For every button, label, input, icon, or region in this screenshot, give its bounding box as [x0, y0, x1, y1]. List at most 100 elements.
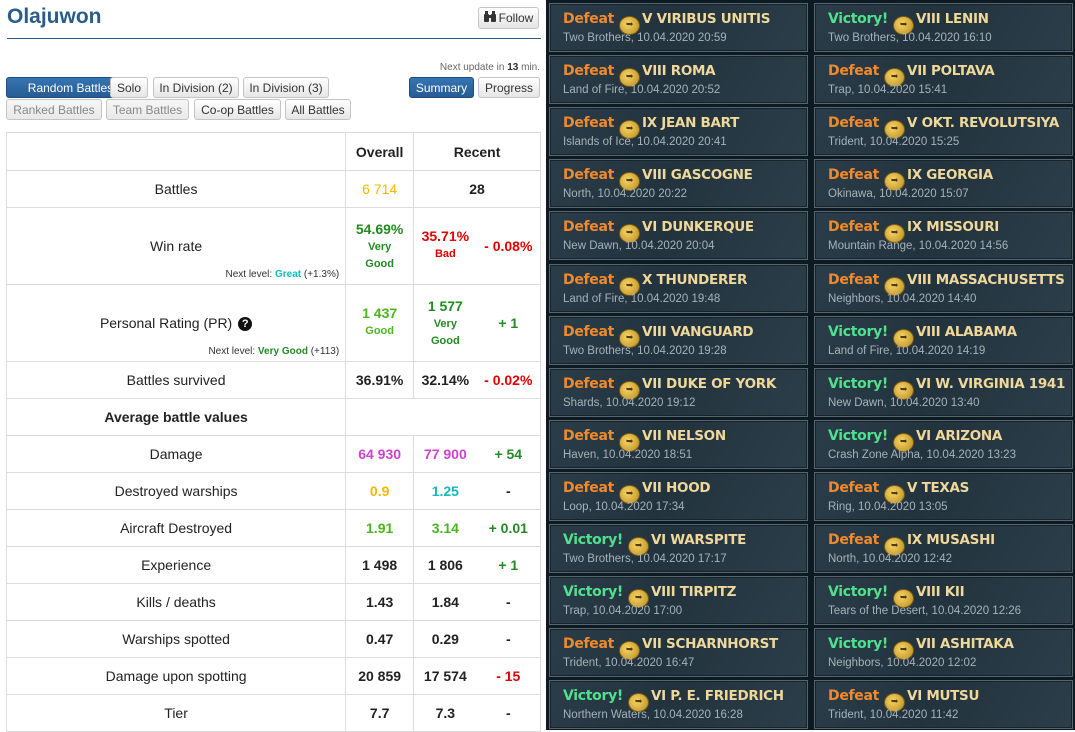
battle-card[interactable]: Defeat ➥ VII HOOD Loop, 10.04.2020 17:34	[549, 471, 808, 521]
battle-card[interactable]: Defeat ➥ VI MUTSU Trident, 10.04.2020 11:42	[814, 680, 1073, 730]
battle-card[interactable]: Defeat ➥ VII POLTAVA Trap, 10.04.2020 15:41	[814, 55, 1073, 105]
destroyed-diff: -	[476, 472, 541, 510]
ship-name: IX MUSASHI	[907, 532, 995, 548]
battle-result: Defeat	[828, 532, 880, 548]
battle-result-line: Defeat ➥ VI MUTSU	[828, 688, 979, 713]
battle-details: Neighbors, 10.04.2020 12:02	[828, 657, 977, 670]
battle-card[interactable]: Victory! ➥ VIII ALABAMA Land of Fire, 10.04…	[814, 315, 1073, 365]
damage-overall: 64 930	[345, 435, 415, 473]
tab-solo[interactable]: Solo	[110, 77, 148, 98]
pr-overall-quality: Good	[365, 325, 394, 337]
battle-details: New Dawn, 10.04.2020 20:04	[563, 240, 715, 253]
tab-progress[interactable]: Progress	[478, 77, 540, 98]
ship-class-emblem-icon: ➥	[884, 224, 906, 244]
battle-result: Victory!	[828, 584, 889, 601]
battle-details: Two Brothers, 10.04.2020 16:10	[828, 32, 992, 44]
battle-card[interactable]: Defeat ➥ IX JEAN BART Islands of Ice, 10.04…	[549, 107, 808, 157]
row-label: Win rate	[150, 238, 203, 254]
tab-all-battles[interactable]: All Battles	[285, 99, 351, 120]
ship-name: VIII ALABAMA	[916, 323, 1017, 340]
battle-result: Defeat	[828, 271, 880, 288]
battle-card[interactable]: Victory! ➥ VIII LENIN Two Brothers, 10.04.2…	[814, 3, 1073, 52]
battle-result-line: Victory! ➥ VI ARIZONA	[828, 428, 1002, 452]
battle-card[interactable]: Defeat ➥ V TEXAS Ring, 10.04.2020 13:05	[814, 471, 1073, 521]
tab-coop-battles[interactable]: Co-op Battles	[194, 99, 281, 120]
battle-card[interactable]: Defeat ➥ VIII MASSACHUSETTS Neighbors, 10.0…	[814, 263, 1073, 313]
ship-name: V VIRIBUS UNITIS	[642, 11, 771, 27]
tier-diff: -	[476, 694, 541, 732]
battle-card[interactable]: Defeat ➥ V OKT. REVOLUTSIYA Trident, 10.04.…	[814, 107, 1073, 157]
battle-card[interactable]: Victory! ➥ VI ARIZONA Crash Zone Alpha, 10.…	[814, 419, 1073, 469]
follow-button[interactable]: Follow	[478, 7, 539, 29]
battle-details: Loop, 10.04.2020 17:34	[563, 500, 685, 513]
pr-recent-quality-1: Very	[433, 318, 457, 330]
experience-recent: 1 806	[413, 546, 477, 584]
table-row: Tier 7.7 7.3 -	[5, 694, 541, 732]
battle-result-line: Defeat ➥ VIII VANGUARD	[563, 324, 754, 348]
battle-result: Defeat	[563, 115, 615, 132]
battle-card[interactable]: Victory! ➥ VIII KII Tears of the Desert, 10…	[814, 576, 1073, 626]
battle-result: Victory!	[828, 427, 889, 444]
battle-result-line: Defeat ➥ VII POLTAVA	[828, 63, 995, 88]
battle-card[interactable]: Victory! ➥ VI W. VIRGINIA 1941 New Dawn, 10…	[814, 367, 1073, 417]
battle-card[interactable]: Victory! ➥ VI P. E. FRIEDRICH Northern Wate…	[549, 680, 808, 730]
battle-card[interactable]: Defeat ➥ IX MISSOURI Mountain Range, 10.04.…	[814, 211, 1073, 261]
tab-team-battles[interactable]: Team Battles	[106, 99, 189, 120]
battle-result: Defeat	[828, 115, 880, 132]
row-label: Damage upon spotting	[5, 657, 347, 695]
row-label: Damage	[5, 435, 347, 473]
battle-result-line: Victory! ➥ VIII LENIN	[828, 11, 989, 35]
spotted-diff: -	[476, 620, 541, 658]
battle-result-line: Victory! ➥ VI P. E. FRIEDRICH	[563, 688, 784, 713]
ship-class-emblem-icon: ➥	[619, 68, 641, 88]
ship-class-emblem-icon: ➥	[884, 120, 906, 140]
table-row: Win rate Next level: Great (+1.3%) 54.69…	[5, 207, 541, 285]
battle-result-line: Victory! ➥ VIII TIRPITZ	[563, 584, 736, 609]
battle-result-line: Victory! ➥ VIII ALABAMA	[828, 324, 1017, 348]
row-label: Battles survived	[5, 361, 347, 399]
battle-card[interactable]: Defeat ➥ VIII VANGUARD Two Brothers, 10.04.…	[549, 315, 808, 365]
battle-card[interactable]: Defeat ➥ IX GEORGIA Okinawa, 10.04.2020 15:…	[814, 159, 1073, 209]
battle-card[interactable]: Defeat ➥ VII NELSON Haven, 10.04.2020 18:51	[549, 419, 808, 469]
battle-card[interactable]: Defeat ➥ V VIRIBUS UNITIS Two Brothers, 10.…	[549, 3, 808, 52]
pr-overall: 1 437	[362, 305, 398, 321]
help-icon[interactable]: ?	[238, 317, 253, 331]
ship-name: VIII GASCOGNE	[642, 167, 753, 184]
ship-name: V TEXAS	[907, 479, 970, 496]
battle-card[interactable]: Victory! ➥ VII ASHITAKA Neighbors, 10.04.20…	[814, 628, 1073, 678]
tab-random-battles[interactable]: Random Battles	[6, 77, 135, 98]
table-row: Warships spotted 0.47 0.29 -	[5, 620, 541, 658]
battle-result: Victory!	[828, 636, 889, 653]
battle-card[interactable]: Defeat ➥ VIII ROMA Land of Fire, 10.04.2020…	[549, 55, 808, 105]
battle-card[interactable]: Victory! ➥ VI WARSPITE Two Brothers, 10.04.…	[549, 524, 808, 573]
battle-result: Defeat	[563, 11, 615, 27]
tab-division-3[interactable]: In Division (3)	[243, 77, 329, 98]
battle-result-line: Victory! ➥ VIII KII	[828, 584, 965, 609]
battle-result: Victory!	[828, 323, 889, 340]
spotted-overall: 0.47	[345, 620, 415, 658]
battle-card[interactable]: Victory! ➥ VIII TIRPITZ Trap, 10.04.2020 17…	[549, 576, 808, 626]
table-row: Aircraft Destroyed 1.91 3.14 + 0.01	[5, 509, 541, 547]
battle-result-line: Defeat ➥ VIII MASSACHUSETTS	[828, 272, 1065, 296]
ship-name: VII ASHITAKA	[916, 636, 1014, 653]
battle-card[interactable]: Defeat ➥ VIII GASCOGNE North, 10.04.2020 20…	[549, 159, 808, 209]
survived-diff: - 0.02%	[476, 361, 541, 399]
ship-name: VI W. VIRGINIA 1941	[916, 375, 1066, 392]
destroyed-overall: 0.9	[345, 472, 415, 510]
battle-card[interactable]: Defeat ➥ VII DUKE OF YORK Shards, 10.04.202…	[549, 367, 808, 417]
ship-class-emblem-icon: ➥	[893, 16, 915, 35]
battle-details: Crash Zone Alpha, 10.04.2020 13:23	[828, 448, 1016, 461]
destroyed-recent: 1.25	[413, 472, 477, 510]
tab-ranked-battles[interactable]: Ranked Battles	[6, 99, 102, 120]
stats-table: Overall Recent Battles 6 714 28 Win rate…	[5, 132, 541, 732]
battle-details: Islands of Ice, 10.04.2020 20:41	[563, 136, 727, 149]
tab-division-2[interactable]: In Division (2)	[153, 77, 239, 98]
tab-summary[interactable]: Summary	[409, 77, 474, 98]
ship-name: IX JEAN BART	[642, 115, 740, 132]
battle-card[interactable]: Defeat ➥ X THUNDERER Land of Fire, 10.04.20…	[549, 263, 808, 313]
battle-card[interactable]: Defeat ➥ VI DUNKERQUE New Dawn, 10.04.2020 …	[549, 211, 808, 261]
battle-card[interactable]: Defeat ➥ VII SCHARNHORST Trident, 10.04.202…	[549, 628, 808, 678]
battle-card[interactable]: Defeat ➥ IX MUSASHI North, 10.04.2020 12:42	[814, 524, 1073, 573]
battle-result-line: Victory! ➥ VII ASHITAKA	[828, 636, 1014, 661]
ship-class-emblem-icon: ➥	[893, 589, 915, 609]
